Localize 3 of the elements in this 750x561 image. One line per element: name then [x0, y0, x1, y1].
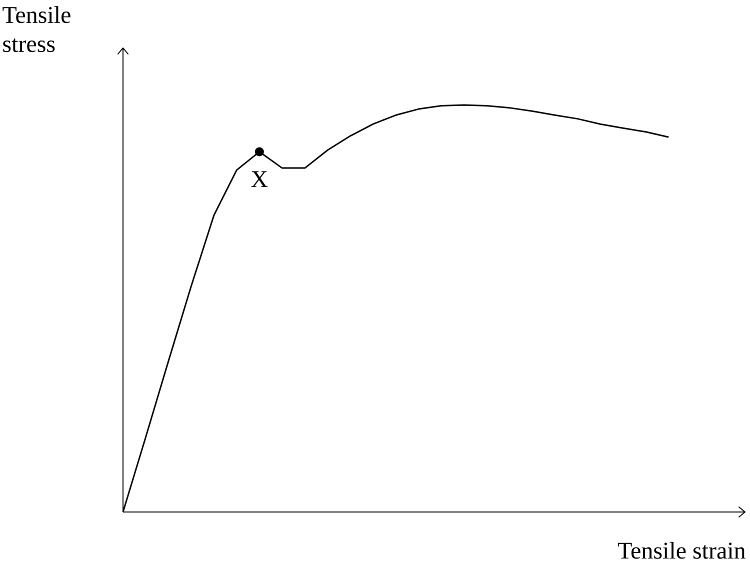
annotation: X: [251, 171, 268, 188]
y-axis-title: Tensile stress: [2, 6, 70, 52]
x-axis-title: Tensile strain: [618, 542, 746, 559]
